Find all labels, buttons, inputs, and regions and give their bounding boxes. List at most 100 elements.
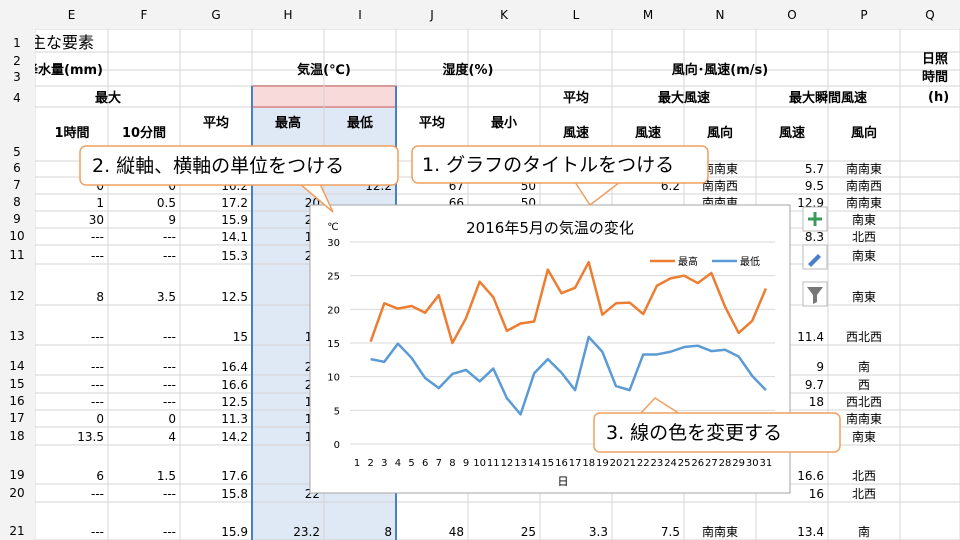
column-letter: G	[211, 8, 220, 22]
callout-text: 3. 線の色を変更する	[606, 422, 782, 444]
cell: ---	[91, 330, 104, 344]
cell: 0	[168, 179, 176, 193]
column-letter: Q	[925, 8, 934, 22]
cell: 3.3	[589, 525, 608, 539]
x-tick-label: 23	[650, 458, 663, 469]
x-tick-label: 3	[381, 458, 387, 469]
column-letter: N	[716, 8, 725, 22]
cell: 13.4	[797, 525, 824, 539]
cell: ---	[163, 487, 176, 501]
cell: 西北西	[846, 330, 882, 344]
header-cell: (h)	[928, 90, 949, 105]
header-cell: 主な要素	[30, 33, 94, 52]
x-tick-label: 22	[637, 458, 650, 469]
cell: 23.2	[293, 525, 320, 539]
row-number: 9	[13, 212, 21, 226]
column-letter: P	[860, 8, 867, 22]
headers: E F G H I J K L M N O P Q123456789101112131415161718…	[9, 8, 934, 538]
x-tick-label: 4	[395, 458, 401, 469]
cell: 13.5	[77, 430, 104, 444]
cell: 15.8	[221, 487, 248, 501]
header-cell: 最大瞬間風速	[789, 90, 867, 106]
x-tick-label: 15	[541, 458, 554, 469]
callout-3: 3. 線の色を変更する	[593, 397, 841, 453]
cell: 南東	[852, 429, 876, 444]
x-tick-label: 31	[760, 458, 773, 469]
cell: 11.3	[221, 412, 248, 426]
callout-2: 2. 縦軸、横軸の単位をつける	[79, 145, 399, 213]
cell: 9.7	[805, 378, 824, 392]
cell: 南	[858, 524, 870, 539]
header-cell: 降水量(mm)	[25, 62, 103, 78]
cell: 18	[809, 395, 824, 409]
cell: 16.6	[221, 378, 248, 392]
x-tick-label: 11	[487, 458, 500, 469]
cell: 3.5	[157, 290, 176, 304]
x-tick-label: 13	[514, 458, 527, 469]
cell: 南東	[852, 248, 876, 263]
cell: 16.6	[797, 469, 824, 483]
cell: 15.9	[221, 525, 248, 539]
callout-text: 2. 縦軸、横軸の単位をつける	[92, 155, 344, 177]
cell: ---	[91, 487, 104, 501]
header-cell: 最大風速	[658, 90, 710, 106]
x-tick-label: 10	[473, 458, 486, 469]
header-cell: 風向	[707, 125, 733, 141]
cell: 8	[96, 290, 104, 304]
header-cell: 風速	[779, 125, 805, 141]
cell: 南南東	[846, 195, 882, 210]
brush-icon	[808, 254, 821, 267]
row-number: 8	[13, 195, 21, 209]
header-cell: 最大	[95, 90, 121, 106]
callout-text: 1. グラフのタイトルをつける	[422, 154, 674, 176]
cell: 西	[858, 378, 870, 392]
callout-box	[79, 145, 399, 186]
cell: 6	[96, 469, 104, 483]
cell: 0	[96, 412, 104, 426]
cell: 15	[233, 330, 248, 344]
column-letter: L	[573, 8, 580, 22]
cell: 14.2	[221, 430, 248, 444]
row-number: 15	[9, 377, 24, 391]
row-number: 5	[13, 145, 21, 159]
cell: 0.5	[157, 196, 176, 210]
cell: ---	[91, 249, 104, 263]
row-number: 3	[13, 70, 21, 84]
x-tick-label: 17	[569, 458, 582, 469]
cell: ---	[163, 360, 176, 374]
cell: 北西	[852, 230, 876, 244]
row-number: 21	[9, 524, 24, 538]
row-number: 20	[9, 486, 24, 500]
header-cell: 日照	[922, 52, 948, 67]
row-number: 11	[9, 248, 24, 262]
cell: ---	[163, 330, 176, 344]
cell: 北西	[852, 469, 876, 483]
cell: 15.3	[221, 249, 248, 263]
header-cell: 最小	[491, 116, 517, 131]
x-tick-label: 20	[610, 458, 623, 469]
cell: 1	[96, 196, 104, 210]
x-tick-label: 18	[582, 458, 595, 469]
y-tick-label: 25	[327, 272, 340, 283]
cell: 12.5	[221, 290, 248, 304]
cell: 8.3	[805, 230, 824, 244]
cell: 12.5	[221, 395, 248, 409]
row-number: 18	[9, 429, 24, 443]
x-tick-label: 19	[596, 458, 609, 469]
header-cell: 平均	[203, 115, 229, 131]
header-cell: 最低	[347, 115, 373, 131]
callout-1: 1. グラフのタイトルをつける	[411, 145, 709, 207]
x-tick-label: 30	[746, 458, 759, 469]
cell: 南南東	[846, 411, 882, 426]
header-cell: 10分間	[122, 125, 166, 141]
callout-pointer	[639, 397, 681, 415]
row-header-bar	[0, 0, 35, 540]
cell: 1.5	[157, 469, 176, 483]
row-number: 2	[13, 54, 21, 68]
cell: 南東	[852, 289, 876, 304]
cell: 17.6	[221, 469, 248, 483]
header-cell: 平均	[563, 90, 589, 106]
cell: 0	[96, 179, 104, 193]
